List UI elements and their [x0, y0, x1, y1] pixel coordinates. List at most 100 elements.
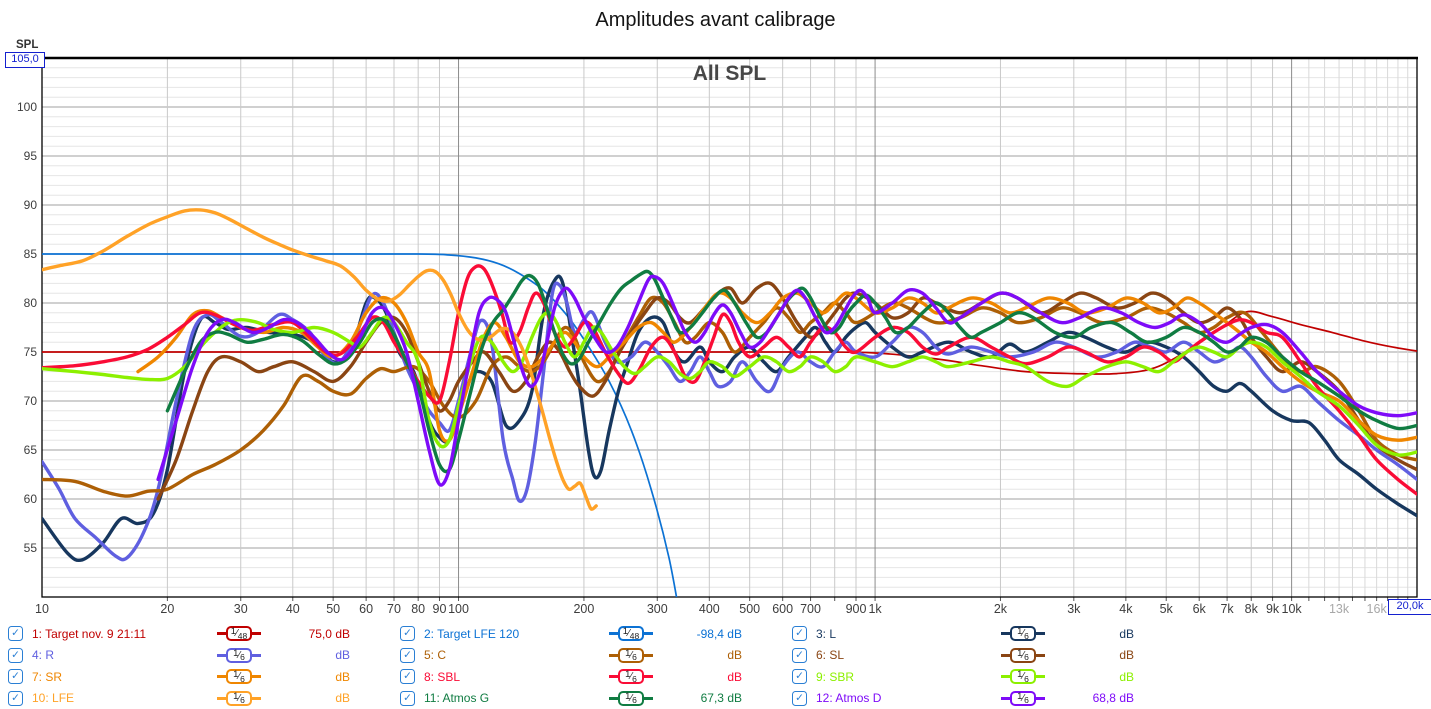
legend-smoothing-badge-11[interactable]: 1 ⁄ 6 [600, 690, 662, 706]
legend-label-8[interactable]: 8: SBL [424, 669, 461, 684]
legend-checkbox-1[interactable]: ✓ [8, 626, 23, 642]
x-tick-label: 3k [1067, 602, 1081, 616]
legend-smoothing-badge-7[interactable]: 1 ⁄ 6 [208, 669, 270, 685]
badge-line [217, 653, 226, 657]
x-tick-label: 8k [1245, 602, 1259, 616]
badge-line [216, 632, 226, 636]
x-tick-label: 20 [160, 602, 174, 616]
legend-smoothing-badge-10[interactable]: 1 ⁄ 6 [208, 690, 270, 706]
legend-item-10: ✓ 10: LFE 1 ⁄ 6 dB [0, 688, 392, 709]
x-tick-label: 30 [234, 602, 248, 616]
y-tick-label: 65 [24, 443, 38, 457]
badge-line [1036, 632, 1045, 636]
legend-item-8: ✓ 8: SBL 1 ⁄ 6 dB [392, 666, 784, 688]
badge-line [644, 696, 653, 700]
badge-line [252, 653, 261, 657]
legend-smoothing-badge-8[interactable]: 1 ⁄ 6 [600, 669, 662, 685]
x-tick-label: 300 [647, 602, 668, 616]
x-tick-label: 200 [573, 602, 594, 616]
page-title: Amplitudes avant calibrage [595, 9, 836, 31]
legend-label-4[interactable]: 4: R [32, 648, 55, 663]
badge-line [252, 632, 262, 636]
legend-item-1: ✓ 1: Target nov. 9 21:11 1 ⁄ 48 75,0 dB [0, 623, 392, 645]
x-axis-max-input[interactable]: 20,0k [1388, 599, 1431, 615]
legend-checkbox-9[interactable]: ✓ [792, 669, 807, 685]
x-tick-label: 2k [994, 602, 1008, 616]
badge-line [1001, 653, 1010, 657]
y-axis-max-input[interactable]: 105,0 [5, 52, 45, 68]
y-tick-label: 100 [17, 100, 37, 114]
x-tick-label: 6k [1193, 602, 1207, 616]
smoothing-value: 1 ⁄ 6 [1010, 669, 1036, 685]
legend-smoothing-badge-3[interactable]: 1 ⁄ 6 [992, 626, 1054, 642]
legend-label-6[interactable]: 6: SL [816, 648, 845, 663]
legend-smoothing-badge-5[interactable]: 1 ⁄ 6 [600, 647, 662, 663]
legend-checkbox-7[interactable]: ✓ [8, 669, 23, 685]
legend-label-2[interactable]: 2: Target LFE 120 [424, 626, 520, 641]
badge-line [609, 653, 618, 657]
legend-label-1[interactable]: 1: Target nov. 9 21:11 [32, 626, 147, 641]
badge-line [644, 675, 653, 679]
legend-checkbox-11[interactable]: ✓ [400, 690, 415, 706]
legend-label-5[interactable]: 5: C [424, 648, 447, 663]
smoothing-value: 1 ⁄ 6 [226, 690, 252, 706]
legend-checkbox-3[interactable]: ✓ [792, 626, 807, 642]
legend-value-2: -98,4 dB [696, 626, 742, 641]
legend-label-11[interactable]: 11: Atmos G [424, 691, 490, 706]
y-tick-label: 85 [24, 247, 38, 261]
legend-label-3[interactable]: 3: L [816, 626, 837, 641]
legend-item-5: ✓ 5: C 1 ⁄ 6 dB [392, 645, 784, 667]
badge-line [609, 696, 618, 700]
legend-item-12: ✓ 12: Atmos D 1 ⁄ 6 68,8 dB [784, 688, 1176, 709]
x-tick-label: 10k [1282, 602, 1303, 616]
legend-label-12[interactable]: 12: Atmos D [816, 691, 882, 706]
smoothing-value: 1 ⁄ 6 [1010, 690, 1036, 706]
legend-smoothing-badge-2[interactable]: 1 ⁄ 48 [600, 626, 662, 642]
legend-item-6: ✓ 6: SL 1 ⁄ 6 dB [784, 645, 1176, 667]
badge-line [1001, 696, 1010, 700]
legend-item-11: ✓ 11: Atmos G 1 ⁄ 6 67,3 dB [392, 688, 784, 709]
series-curve-2 [42, 253, 678, 597]
legend-smoothing-badge-12[interactable]: 1 ⁄ 6 [992, 690, 1054, 706]
legend-value-12: 68,8 dB [1092, 691, 1134, 706]
legend-value-6: dB [1119, 648, 1134, 663]
x-tick-label: 16k [1367, 602, 1388, 616]
badge-line [217, 696, 226, 700]
legend-label-9[interactable]: 9: SBR [816, 669, 855, 684]
legend-smoothing-badge-9[interactable]: 1 ⁄ 6 [992, 669, 1054, 685]
legend-smoothing-badge-4[interactable]: 1 ⁄ 6 [208, 647, 270, 663]
x-tick-label: 50 [326, 602, 340, 616]
legend-checkbox-12[interactable]: ✓ [792, 690, 807, 706]
badge-line [1036, 675, 1045, 679]
smoothing-value: 1 ⁄ 48 [225, 626, 253, 642]
legend-checkbox-8[interactable]: ✓ [400, 669, 415, 685]
legend-checkbox-5[interactable]: ✓ [400, 647, 415, 663]
legend-value-5: dB [727, 648, 742, 663]
x-tick-label: 9k [1266, 602, 1280, 616]
smoothing-value: 1 ⁄ 6 [618, 669, 644, 685]
legend-value-3: dB [1119, 626, 1134, 641]
legend-label-7[interactable]: 7: SR [32, 669, 63, 684]
legend-value-11: 67,3 dB [700, 691, 742, 706]
badge-line [644, 632, 654, 636]
legend-label-10[interactable]: 10: LFE [32, 691, 75, 706]
legend-smoothing-badge-6[interactable]: 1 ⁄ 6 [992, 647, 1054, 663]
legend-checkbox-10[interactable]: ✓ [8, 690, 23, 706]
legend-checkbox-6[interactable]: ✓ [792, 647, 807, 663]
badge-line [609, 675, 618, 679]
x-tick-label: 10 [35, 602, 49, 616]
legend-checkbox-4[interactable]: ✓ [8, 647, 23, 663]
x-tick-label: 1k [868, 602, 882, 616]
x-tick-label: 700 [800, 602, 821, 616]
legend-checkbox-2[interactable]: ✓ [400, 626, 415, 642]
legend-value-10: dB [335, 691, 350, 706]
y-tick-label: 70 [24, 394, 38, 408]
y-tick-label: 95 [24, 149, 38, 163]
legend-smoothing-badge-1[interactable]: 1 ⁄ 48 [208, 626, 270, 642]
x-tick-label: 80 [411, 602, 425, 616]
smoothing-value: 1 ⁄ 6 [226, 647, 252, 663]
x-tick-label: 13k [1329, 602, 1350, 616]
legend-value-8: dB [727, 669, 742, 684]
smoothing-value: 1 ⁄ 6 [618, 647, 644, 663]
